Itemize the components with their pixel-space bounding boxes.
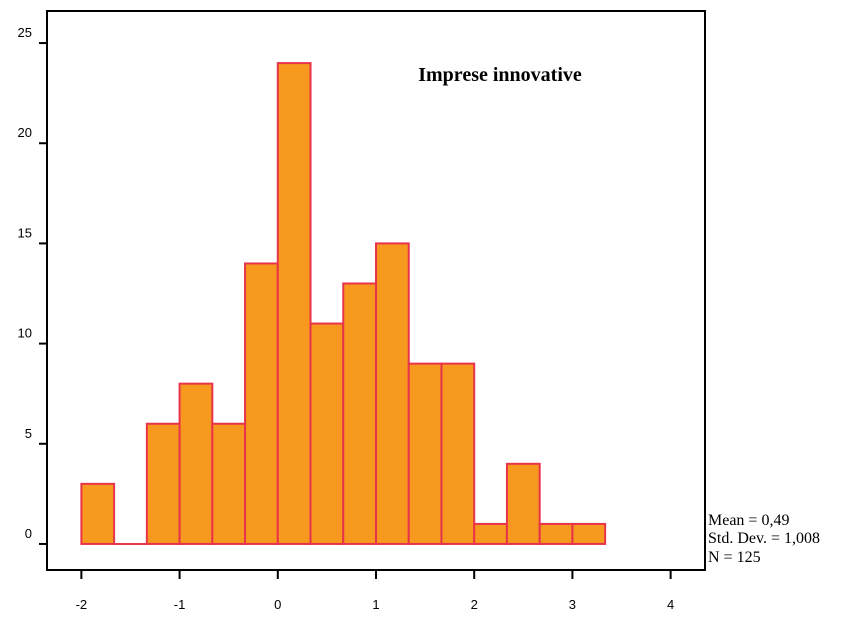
histogram-bar-7 <box>309 322 345 545</box>
stat-std-dev: Std. Dev. = 1,008 <box>708 530 820 547</box>
y-tick-label-0: 0 <box>25 526 32 541</box>
histogram-bar-3 <box>178 382 214 545</box>
y-axis: 0 5 10 15 20 25 <box>18 25 47 545</box>
histogram-bar-11 <box>440 362 476 545</box>
histogram-bar-13 <box>505 462 541 545</box>
histogram-bar-9 <box>375 242 410 545</box>
histogram-bar-2 <box>145 422 181 545</box>
histogram-bar-5 <box>244 262 279 545</box>
x-tick-label-4: 2 <box>471 597 478 612</box>
x-tick-label-2: 0 <box>274 597 281 612</box>
y-tick-label-1: 5 <box>25 426 32 441</box>
y-tick-label-2: 10 <box>18 326 32 341</box>
histogram-bar-8 <box>342 282 377 545</box>
stat-n: N = 125 <box>708 549 761 566</box>
histogram-bar-4 <box>211 422 247 545</box>
chart-title: Imprese innovative <box>418 64 582 86</box>
histogram-bar-12 <box>473 522 508 545</box>
x-tick-label-5: 3 <box>569 597 576 612</box>
y-tick-label-5: 25 <box>18 25 32 40</box>
x-tick-label-1: -1 <box>174 597 186 612</box>
histogram-bar-6 <box>276 62 312 545</box>
histogram-bar-0 <box>80 482 116 545</box>
stat-mean: Mean = 0,49 <box>708 512 789 529</box>
bars-group <box>80 62 607 545</box>
x-tick-label-0: -2 <box>76 597 88 612</box>
y-tick-label-3: 15 <box>18 225 32 240</box>
histogram-bar-10 <box>407 362 443 545</box>
y-tick-label-4: 20 <box>18 125 32 140</box>
x-tick-label-6: 4 <box>667 597 674 612</box>
histogram-bar-14 <box>538 522 574 545</box>
x-axis: -2 -1 0 1 2 3 4 <box>76 570 674 612</box>
x-tick-label-3: 1 <box>372 597 379 612</box>
histogram-bar-15 <box>571 522 607 545</box>
